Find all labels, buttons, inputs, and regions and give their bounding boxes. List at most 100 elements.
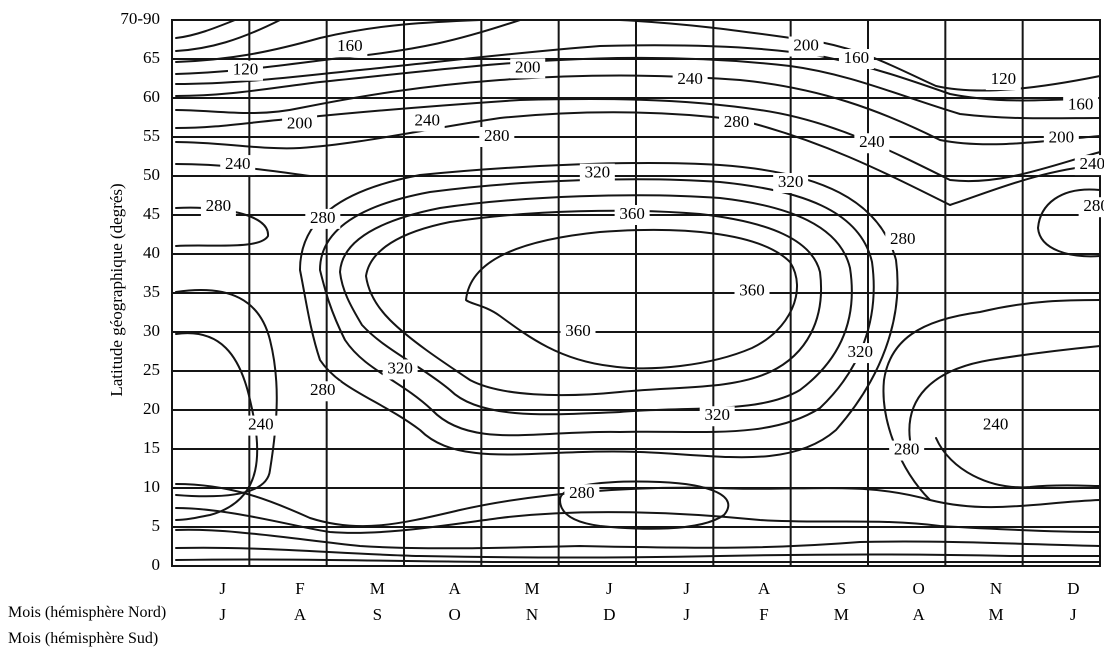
x-month-label: A [913, 605, 926, 624]
y-tick-label: 40 [143, 243, 160, 262]
contour-line [175, 483, 1101, 528]
x-month-label: J [219, 605, 226, 624]
contour-label-bg [734, 281, 770, 302]
contour-label: 280 [569, 483, 595, 502]
y-tick-label: 60 [143, 87, 160, 106]
contour-line [299, 162, 899, 459]
contour-label: 360 [619, 204, 645, 223]
hemisphere-south-label: Mois (hémisphère Sud) [8, 630, 158, 647]
y-tick-label: 65 [143, 48, 160, 67]
contour-label: 200 [793, 35, 819, 54]
contour-line [175, 546, 1101, 559]
x-month-label: F [759, 605, 768, 624]
y-tick-label: 0 [152, 555, 161, 574]
contour-line [175, 74, 1101, 146]
contour-label-bg [282, 114, 318, 135]
contour-label-bg [243, 415, 279, 436]
contour-label: 280 [206, 196, 232, 215]
contour-label: 320 [387, 358, 413, 377]
contour-label-bg [985, 70, 1021, 91]
contour-label-bg [382, 359, 418, 380]
contour-label-bg [1074, 155, 1104, 176]
contour-line [908, 345, 1101, 441]
contour-label: 240 [414, 110, 440, 129]
contour-label: 240 [248, 415, 274, 434]
contour-line [935, 437, 1101, 489]
contour-line [175, 19, 281, 52]
y-tick-label: 70-90 [120, 9, 160, 28]
contour-label: 240 [677, 69, 703, 88]
x-month-label: N [526, 605, 538, 624]
y-tick-label: 15 [143, 438, 160, 457]
contour-labels: 120 160 200 240 200 160 120 160 200 240 280 280 240 2… [200, 35, 1104, 505]
hemisphere-north-label: Mois (hémisphère Nord) [8, 604, 166, 621]
x-month-label: S [837, 579, 846, 598]
contour-line [465, 228, 799, 370]
contour-label: 120 [991, 69, 1017, 88]
y-tick-label: 30 [143, 321, 160, 340]
contour-label: 200 [1049, 127, 1075, 146]
contour-label-bg [842, 343, 878, 364]
contour-label-bg [227, 60, 263, 81]
contour-line [175, 98, 1101, 183]
contour-label: 160 [1068, 95, 1094, 114]
x-month-label: M [524, 579, 539, 598]
contour-label: 280 [894, 439, 920, 458]
contour-label-bg [672, 70, 708, 91]
x-month-label: J [1070, 605, 1077, 624]
x-month-label: A [449, 579, 462, 598]
contour-label-bg [220, 155, 256, 176]
y-tick-label: 50 [143, 165, 160, 184]
y-tick-label: 25 [143, 360, 160, 379]
x-month-label: S [373, 605, 382, 624]
x-month-label: J [683, 605, 690, 624]
contour-label-bg [305, 208, 341, 229]
contour-label: 200 [515, 57, 541, 76]
contour-label-bg [889, 440, 925, 461]
contour-label-bg [305, 381, 341, 402]
contour-line [1037, 188, 1101, 258]
x-month-label: A [758, 579, 771, 598]
contour-label: 360 [565, 321, 591, 340]
contour-label: 320 [848, 342, 874, 361]
grid [171, 19, 1101, 567]
contour-label-bg [719, 112, 755, 133]
contour-line [559, 480, 730, 530]
contour-label-bg [409, 111, 445, 132]
contour-lines [175, 19, 1101, 564]
contour-label: 120 [233, 60, 259, 79]
x-month-label: D [1067, 579, 1079, 598]
x-month-label: J [606, 579, 613, 598]
contour-label: 240 [859, 132, 885, 151]
contour-label-bg [1063, 95, 1099, 116]
x-month-label: J [683, 579, 690, 598]
x-axis-ticks: J F M A M J J A S O N DJ A S O N D J F M A M J [219, 579, 1079, 624]
contour-label: 240 [983, 415, 1009, 434]
contour-line [175, 57, 1101, 120]
contour-label-bg [788, 36, 824, 57]
contour-label: 320 [585, 163, 611, 182]
contour-label-bg [614, 205, 650, 225]
contour-label-bg [885, 229, 921, 250]
y-tick-label: 20 [143, 399, 160, 418]
x-month-label: N [990, 579, 1002, 598]
contour-line [175, 558, 1101, 564]
contour-line [175, 528, 1101, 550]
contour-label: 280 [484, 126, 510, 145]
y-axis-ticks: 0 5 10 15 20 25 30 35 40 45 50 55 60 65 70-90 [120, 9, 160, 574]
contour-label: 320 [778, 172, 804, 191]
contour-line [175, 289, 278, 498]
x-month-label: M [834, 605, 849, 624]
contour-label: 280 [724, 112, 750, 131]
contour-line [175, 332, 259, 521]
y-tick-label: 45 [143, 204, 160, 223]
x-month-label: O [913, 579, 925, 598]
contour-label: 280 [310, 208, 336, 227]
contour-line [175, 19, 1101, 92]
contour-line [339, 194, 853, 416]
contour-label-bg [479, 127, 515, 147]
contour-line [175, 111, 1101, 206]
contour-label-bg [1078, 197, 1104, 218]
contour-label-bg [699, 406, 735, 427]
